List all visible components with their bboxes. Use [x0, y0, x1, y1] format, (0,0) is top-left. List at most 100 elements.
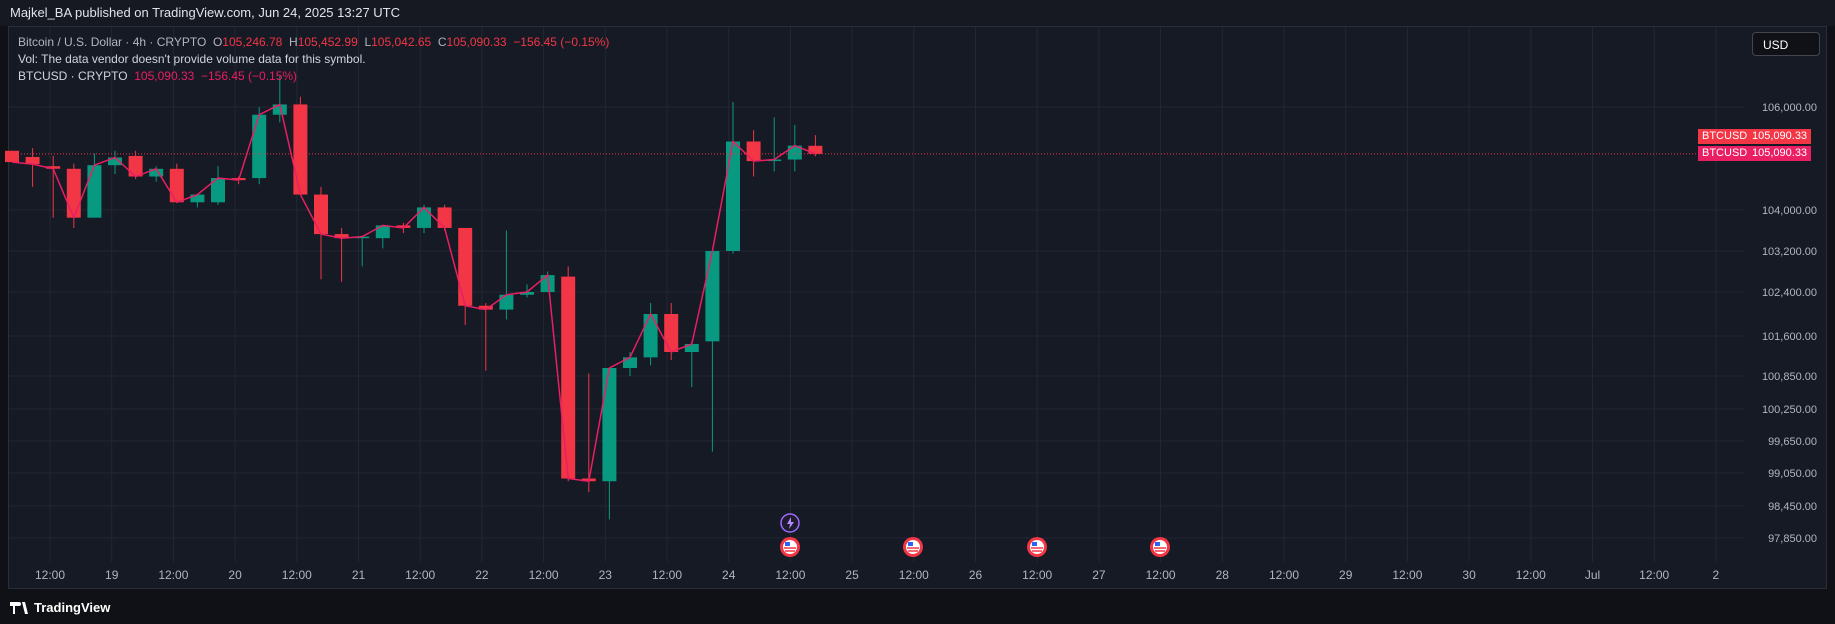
- candle-body: [520, 292, 534, 295]
- y-tick-label: 97,850.00: [1768, 533, 1817, 545]
- publisher-text: Majkel_BA published on TradingView.com, …: [10, 5, 400, 20]
- x-tick-label: 19: [105, 568, 119, 582]
- publisher-bar: Majkel_BA published on TradingView.com, …: [0, 0, 1835, 26]
- brand-text: TradingView: [34, 600, 111, 615]
- candle-body: [561, 276, 576, 479]
- volume-text: Vol: The data vendor doesn't provide vol…: [18, 52, 366, 66]
- candle-body: [334, 234, 349, 239]
- candle-body: [293, 104, 308, 195]
- candle-body: [540, 275, 555, 292]
- candle-body: [726, 141, 740, 251]
- candle-body: [437, 207, 452, 228]
- candle-body: [458, 227, 473, 306]
- candle-body: [602, 368, 617, 482]
- candle-body: [623, 357, 637, 368]
- chart-frame[interactable]: [8, 26, 1827, 589]
- price-tag-symbol-1: BTCUSD: [1698, 129, 1752, 144]
- y-tick-label: 99,050.00: [1768, 468, 1817, 480]
- candle-body: [272, 104, 287, 115]
- x-tick-label: 12:00: [775, 568, 805, 582]
- low-value: 105,042.65: [371, 35, 432, 49]
- candle-body: [396, 225, 411, 228]
- candle-body: [684, 344, 699, 352]
- x-tick-label: 12:00: [282, 568, 312, 582]
- candle-body: [478, 305, 493, 310]
- tradingview-logo-icon: [10, 601, 28, 614]
- series-change: −156.45 (−0.15%): [200, 69, 298, 83]
- candle-body: [5, 150, 19, 163]
- low-label: L: [364, 35, 372, 49]
- x-tick-label: 22: [475, 568, 489, 582]
- candle-body: [25, 156, 40, 165]
- x-tick-label: 12:00: [529, 568, 559, 582]
- footer-bar: TradingView: [0, 592, 1835, 624]
- y-tick-label: 100,250.00: [1762, 404, 1817, 416]
- candle-body: [355, 236, 370, 239]
- y-tick-label: 102,400.00: [1762, 287, 1817, 299]
- candle-body: [128, 155, 143, 177]
- x-tick-label: 28: [1216, 568, 1230, 582]
- high-label: H: [289, 35, 298, 49]
- open-value: 105,246.78: [222, 35, 283, 49]
- us-flag-canton-icon: [1032, 542, 1037, 546]
- currency-button[interactable]: USD: [1752, 32, 1820, 56]
- tradingview-logo[interactable]: TradingView: [10, 600, 110, 615]
- x-tick-label: 24: [722, 568, 736, 582]
- y-tick-label: 106,000.00: [1762, 102, 1817, 114]
- candle-body: [499, 294, 514, 310]
- close-label: C: [437, 35, 447, 49]
- open-label: O: [212, 35, 223, 49]
- change-value: −156.45 (−0.15%): [513, 35, 610, 49]
- candle-body: [169, 168, 184, 203]
- y-tick-label: 103,200.00: [1762, 246, 1817, 258]
- x-tick-label: 12:00: [405, 568, 435, 582]
- price-tag-value-2: 105,090.33: [1748, 146, 1812, 161]
- candle-body: [767, 159, 782, 162]
- x-tick-label: 23: [599, 568, 613, 582]
- x-tick-label: 12:00: [1022, 568, 1052, 582]
- y-tick-label: 100,850.00: [1762, 371, 1817, 383]
- us-flag-canton-icon: [1155, 542, 1160, 546]
- series-label: BTCUSD · CRYPTO: [18, 69, 128, 83]
- candle-body: [746, 141, 761, 162]
- candle-body: [375, 225, 390, 239]
- x-tick-label: 12:00: [158, 568, 188, 582]
- candle-body: [643, 314, 658, 358]
- x-tick-label: 26: [969, 568, 983, 582]
- candle-body: [149, 168, 164, 177]
- x-tick-label: 12:00: [1146, 568, 1176, 582]
- candle-body: [252, 114, 267, 179]
- x-tick-label: 12:00: [35, 568, 65, 582]
- series-row[interactable]: BTCUSD · CRYPTO 105,090.33 −156.45 (−0.1…: [18, 68, 609, 85]
- price-tag-value-1: 105,090.33: [1748, 129, 1812, 144]
- candle-body: [66, 168, 81, 218]
- x-tick-label: 21: [352, 568, 366, 582]
- high-value: 105,452.99: [297, 35, 358, 49]
- candle-body: [417, 207, 431, 228]
- close-price-line: [11, 103, 816, 483]
- lightning-bolt-icon: [787, 517, 794, 529]
- y-tick-label: 101,600.00: [1762, 331, 1817, 343]
- x-tick-label: 12:00: [899, 568, 929, 582]
- y-tick-label: 104,000.00: [1762, 205, 1817, 217]
- candle-body: [787, 145, 802, 160]
- x-tick-label: 2: [1713, 568, 1720, 582]
- series-value: 105,090.33: [134, 69, 195, 83]
- candle-body: [705, 251, 720, 342]
- candle-body: [46, 166, 61, 169]
- x-tick-label: 12:00: [1516, 568, 1546, 582]
- price-tag-symbol-2: BTCUSD: [1698, 146, 1752, 161]
- x-tick-label: 29: [1339, 568, 1353, 582]
- x-tick-label: 30: [1462, 568, 1476, 582]
- us-flag-canton-icon: [908, 542, 913, 546]
- x-tick-label: 12:00: [1269, 568, 1299, 582]
- candle-body: [108, 157, 122, 166]
- y-tick-label: 98,450.00: [1768, 501, 1817, 513]
- close-value: 105,090.33: [446, 35, 507, 49]
- volume-row: Vol: The data vendor doesn't provide vol…: [18, 51, 609, 68]
- us-flag-canton-icon: [785, 542, 790, 546]
- candle-body: [808, 145, 823, 154]
- candle-body: [87, 165, 102, 218]
- y-tick-label: 99,650.00: [1768, 436, 1817, 448]
- candlestick-chart[interactable]: 106,000.00 104,000.00 103,200.00 102,400.00…: [0, 0, 1835, 590]
